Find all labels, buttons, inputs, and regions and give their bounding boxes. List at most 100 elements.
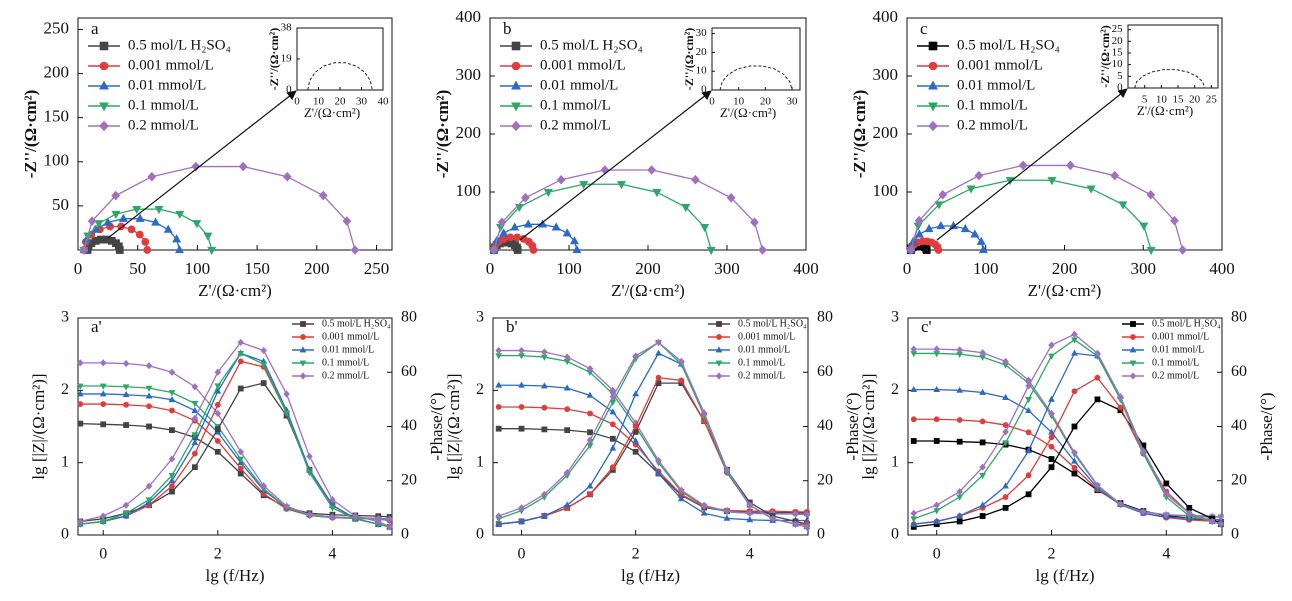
- marker: [1071, 388, 1078, 395]
- marker: [260, 380, 267, 386]
- marker: [489, 245, 499, 255]
- marker: [122, 390, 130, 398]
- marker: [960, 223, 970, 233]
- marker: [513, 233, 522, 242]
- marker: [300, 334, 306, 340]
- marker: [283, 502, 290, 510]
- y-tick-label: 2: [891, 381, 899, 398]
- marker: [956, 518, 963, 525]
- x-tick-label: 300: [714, 259, 740, 278]
- marker: [99, 41, 109, 51]
- marker: [122, 510, 130, 518]
- x-tick-label: 100: [973, 259, 999, 278]
- marker: [163, 224, 173, 233]
- marker: [191, 406, 199, 413]
- marker: [933, 385, 941, 392]
- y2-tick-label: 20: [817, 471, 833, 488]
- y-tick-label: 30: [696, 27, 708, 39]
- marker: [563, 501, 571, 508]
- marker: [99, 80, 109, 90]
- marker: [910, 516, 918, 523]
- x-axis-label: Z'/(Ω·cm²): [198, 281, 272, 300]
- marker: [329, 505, 336, 512]
- marker: [700, 409, 708, 417]
- marker: [979, 513, 986, 519]
- y-tick-label: 200: [44, 62, 70, 81]
- marker: [175, 245, 184, 254]
- marker: [518, 517, 525, 524]
- marker: [191, 414, 199, 422]
- marker: [1217, 513, 1225, 521]
- series-line: [83, 165, 356, 251]
- y-tick-label: 1: [891, 453, 899, 470]
- marker: [587, 491, 593, 498]
- marker: [543, 189, 553, 198]
- x-tick-label: 400: [793, 259, 819, 278]
- marker: [609, 421, 616, 428]
- marker: [99, 120, 109, 132]
- legend-label: 0.001 mmol/L: [128, 57, 214, 73]
- marker: [1071, 457, 1078, 464]
- y2-tick-label: 40: [1231, 417, 1247, 434]
- y-tick-label: 400: [456, 7, 482, 26]
- y2-tick-label: 40: [817, 417, 833, 434]
- axes-frame: [711, 27, 801, 91]
- marker: [1048, 353, 1055, 360]
- marker: [168, 455, 176, 463]
- inset-x-label: Z'/(Ω·cm²): [304, 105, 360, 120]
- inset-y-label: -Z''/(Ω·cm²): [682, 28, 696, 91]
- marker: [147, 171, 157, 182]
- x-axis-label: Z'/(Ω·cm²): [1028, 281, 1102, 300]
- marker: [299, 346, 307, 353]
- marker: [260, 346, 267, 355]
- y2-tick-label: 60: [1231, 363, 1247, 380]
- marker: [979, 463, 986, 471]
- marker: [191, 439, 199, 446]
- marker: [1025, 382, 1032, 390]
- marker: [499, 228, 509, 237]
- marker: [175, 210, 185, 220]
- marker: [145, 482, 153, 490]
- y-tick-label: 10: [696, 65, 708, 77]
- marker: [910, 416, 917, 423]
- marker: [518, 381, 525, 388]
- marker: [632, 390, 640, 397]
- x-tick-label: 0: [74, 259, 83, 278]
- y-tick-label: 0: [286, 84, 292, 96]
- panel-label: c: [920, 19, 928, 38]
- marker: [655, 374, 662, 381]
- y-tick-label: 100: [44, 151, 70, 170]
- marker: [1129, 346, 1137, 353]
- marker: [655, 349, 662, 356]
- marker: [979, 349, 986, 357]
- marker: [632, 352, 639, 360]
- y-tick-label: 19: [281, 53, 293, 65]
- marker: [1002, 422, 1009, 428]
- legend-label: 0.01 mmol/L: [738, 344, 790, 355]
- marker: [1002, 357, 1009, 365]
- legend-label: 0.1 mmol/L: [322, 357, 369, 368]
- marker: [282, 171, 292, 182]
- y-tick-label: 300: [873, 65, 899, 84]
- marker: [1146, 190, 1156, 200]
- marker: [933, 438, 940, 444]
- marker: [979, 418, 986, 425]
- marker: [1163, 490, 1170, 498]
- marker: [191, 383, 199, 391]
- marker: [933, 501, 940, 509]
- marker: [1002, 504, 1009, 511]
- y-tick-label: 100: [456, 181, 482, 200]
- marker: [769, 515, 776, 523]
- marker: [928, 80, 938, 90]
- marker: [191, 400, 199, 408]
- marker: [1048, 434, 1055, 441]
- arrow: [936, 88, 1128, 241]
- marker: [115, 246, 124, 254]
- axes-frame: [296, 27, 384, 91]
- marker: [192, 220, 202, 229]
- marker: [506, 233, 515, 242]
- y-tick-label: 3: [891, 309, 899, 326]
- marker: [956, 488, 963, 496]
- marker: [562, 228, 572, 237]
